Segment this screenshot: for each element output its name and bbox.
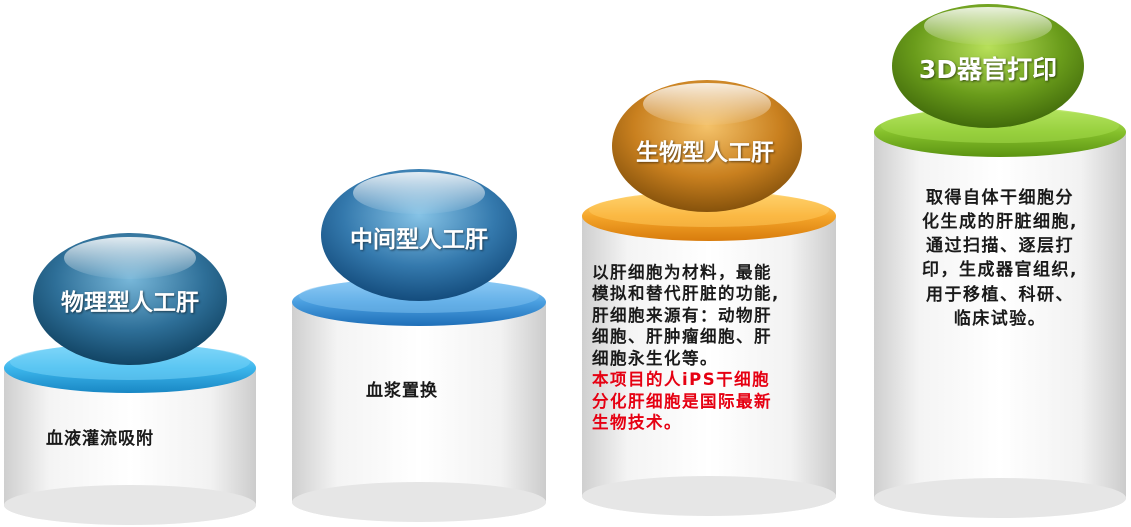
stage-4-desc-line: 用于移植、科研、 [926, 284, 1074, 305]
stage-3-title: 生物型人工肝 [636, 140, 774, 166]
pedestal-1 [4, 233, 256, 525]
pedestal-2 [292, 169, 546, 522]
stage-3-highlight-line: 本项目的人iPS干细胞 [592, 370, 771, 390]
stage-3-highlight-line: 分化肝细胞是国际最新 [592, 391, 772, 411]
stage-2-description: 血浆置换 [366, 380, 438, 402]
stage-4-desc-line: 取得自体干细胞分 [926, 188, 1074, 208]
stage-4-desc-line: 临床试验。 [953, 308, 1047, 329]
stage-1-title: 物理型人工肝 [61, 290, 199, 316]
stage-3-highlight-line: 生物技术。 [592, 413, 682, 433]
stage-4-desc-line: 化生成的肝脏细胞, [922, 212, 1078, 233]
stage-3-desc-line: 肝细胞来源有：动物肝 [592, 305, 772, 325]
stage-4-description: 取得自体干细胞分 化生成的肝脏细胞, 通过扫描、逐层打 印，生成器官组织, 用于… [886, 186, 1114, 331]
stage-3-desc-line: 细胞、肝肿瘤细胞、肝 [592, 327, 772, 347]
stage-1-desc-line: 血液灌流吸附 [46, 429, 154, 449]
stage-3-desc-line: 以肝细胞为材料，最能 [592, 263, 772, 282]
pedestal-3 [582, 80, 836, 516]
stage-4-title: 3D器官打印 [918, 55, 1058, 84]
stage-4-desc-line: 印，生成器官组织, [922, 260, 1078, 281]
stage-2-title: 中间型人工肝 [350, 227, 488, 253]
stage-1-description: 血液灌流吸附 [46, 428, 154, 450]
stage-4-desc-line: 通过扫描、逐层打 [926, 236, 1074, 257]
stage-3-desc-line: 模拟和替代肝脏的功能, [592, 284, 780, 304]
stage-3-desc-line: 细胞永生化等。 [592, 348, 718, 368]
stage-2-desc-line: 血浆置换 [366, 381, 438, 401]
pedestal-4 [874, 4, 1126, 518]
stage-3-description: 以肝细胞为材料，最能 模拟和替代肝脏的功能, 肝细胞来源有：动物肝 细胞、肝肿瘤… [592, 262, 780, 434]
